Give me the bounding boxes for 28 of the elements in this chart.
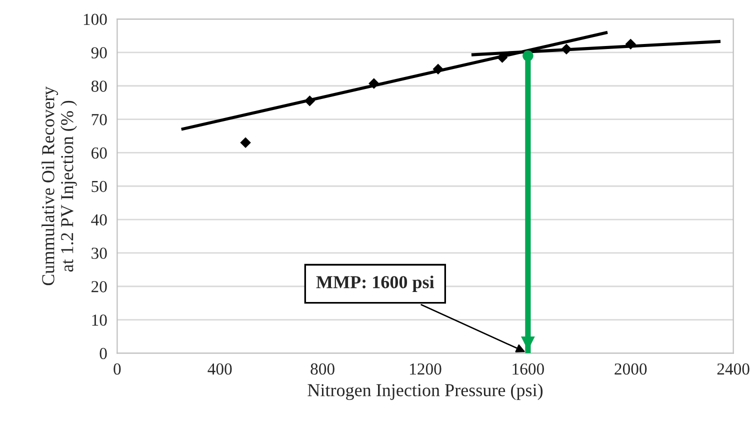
point bbox=[240, 137, 251, 148]
y-tick-label: 30 bbox=[92, 248, 107, 259]
y-tick-label: 40 bbox=[91, 214, 107, 226]
x-tick-label: 1600 bbox=[512, 363, 544, 375]
y-tick-label: 100 bbox=[84, 14, 107, 25]
x-axis-title: Nitrogen Injection Pressure (psi) bbox=[308, 384, 543, 400]
y-tick-label: 0 bbox=[100, 348, 107, 360]
x-tick-label: 400 bbox=[208, 363, 232, 375]
x-tick-label: 2000 bbox=[614, 363, 647, 375]
point bbox=[625, 38, 636, 50]
y-tick-label: 20 bbox=[92, 281, 107, 292]
point bbox=[368, 78, 380, 89]
x-tick-label: 800 bbox=[310, 363, 334, 375]
y-tick-label: 80 bbox=[91, 80, 107, 92]
point bbox=[522, 50, 534, 62]
y-tick-label: 60 bbox=[92, 147, 107, 159]
point bbox=[304, 96, 316, 106]
y-axis-title: Cummulative Oil Recovery at 1.2 PV Injection (% ) bbox=[42, 86, 77, 286]
x-tick-label: 0 bbox=[114, 363, 121, 375]
annotation: MMP: 1600 psi bbox=[316, 276, 434, 292]
point bbox=[432, 64, 444, 75]
y-tick-label: 70 bbox=[92, 114, 107, 126]
y-tick-label: 10 bbox=[92, 314, 107, 326]
x-tick-label: 1200 bbox=[410, 363, 442, 375]
y-tick-label: 50 bbox=[92, 180, 107, 192]
y-tick-label: 90 bbox=[91, 47, 107, 58]
point bbox=[561, 44, 572, 54]
x-tick-label: 2400 bbox=[717, 363, 750, 375]
